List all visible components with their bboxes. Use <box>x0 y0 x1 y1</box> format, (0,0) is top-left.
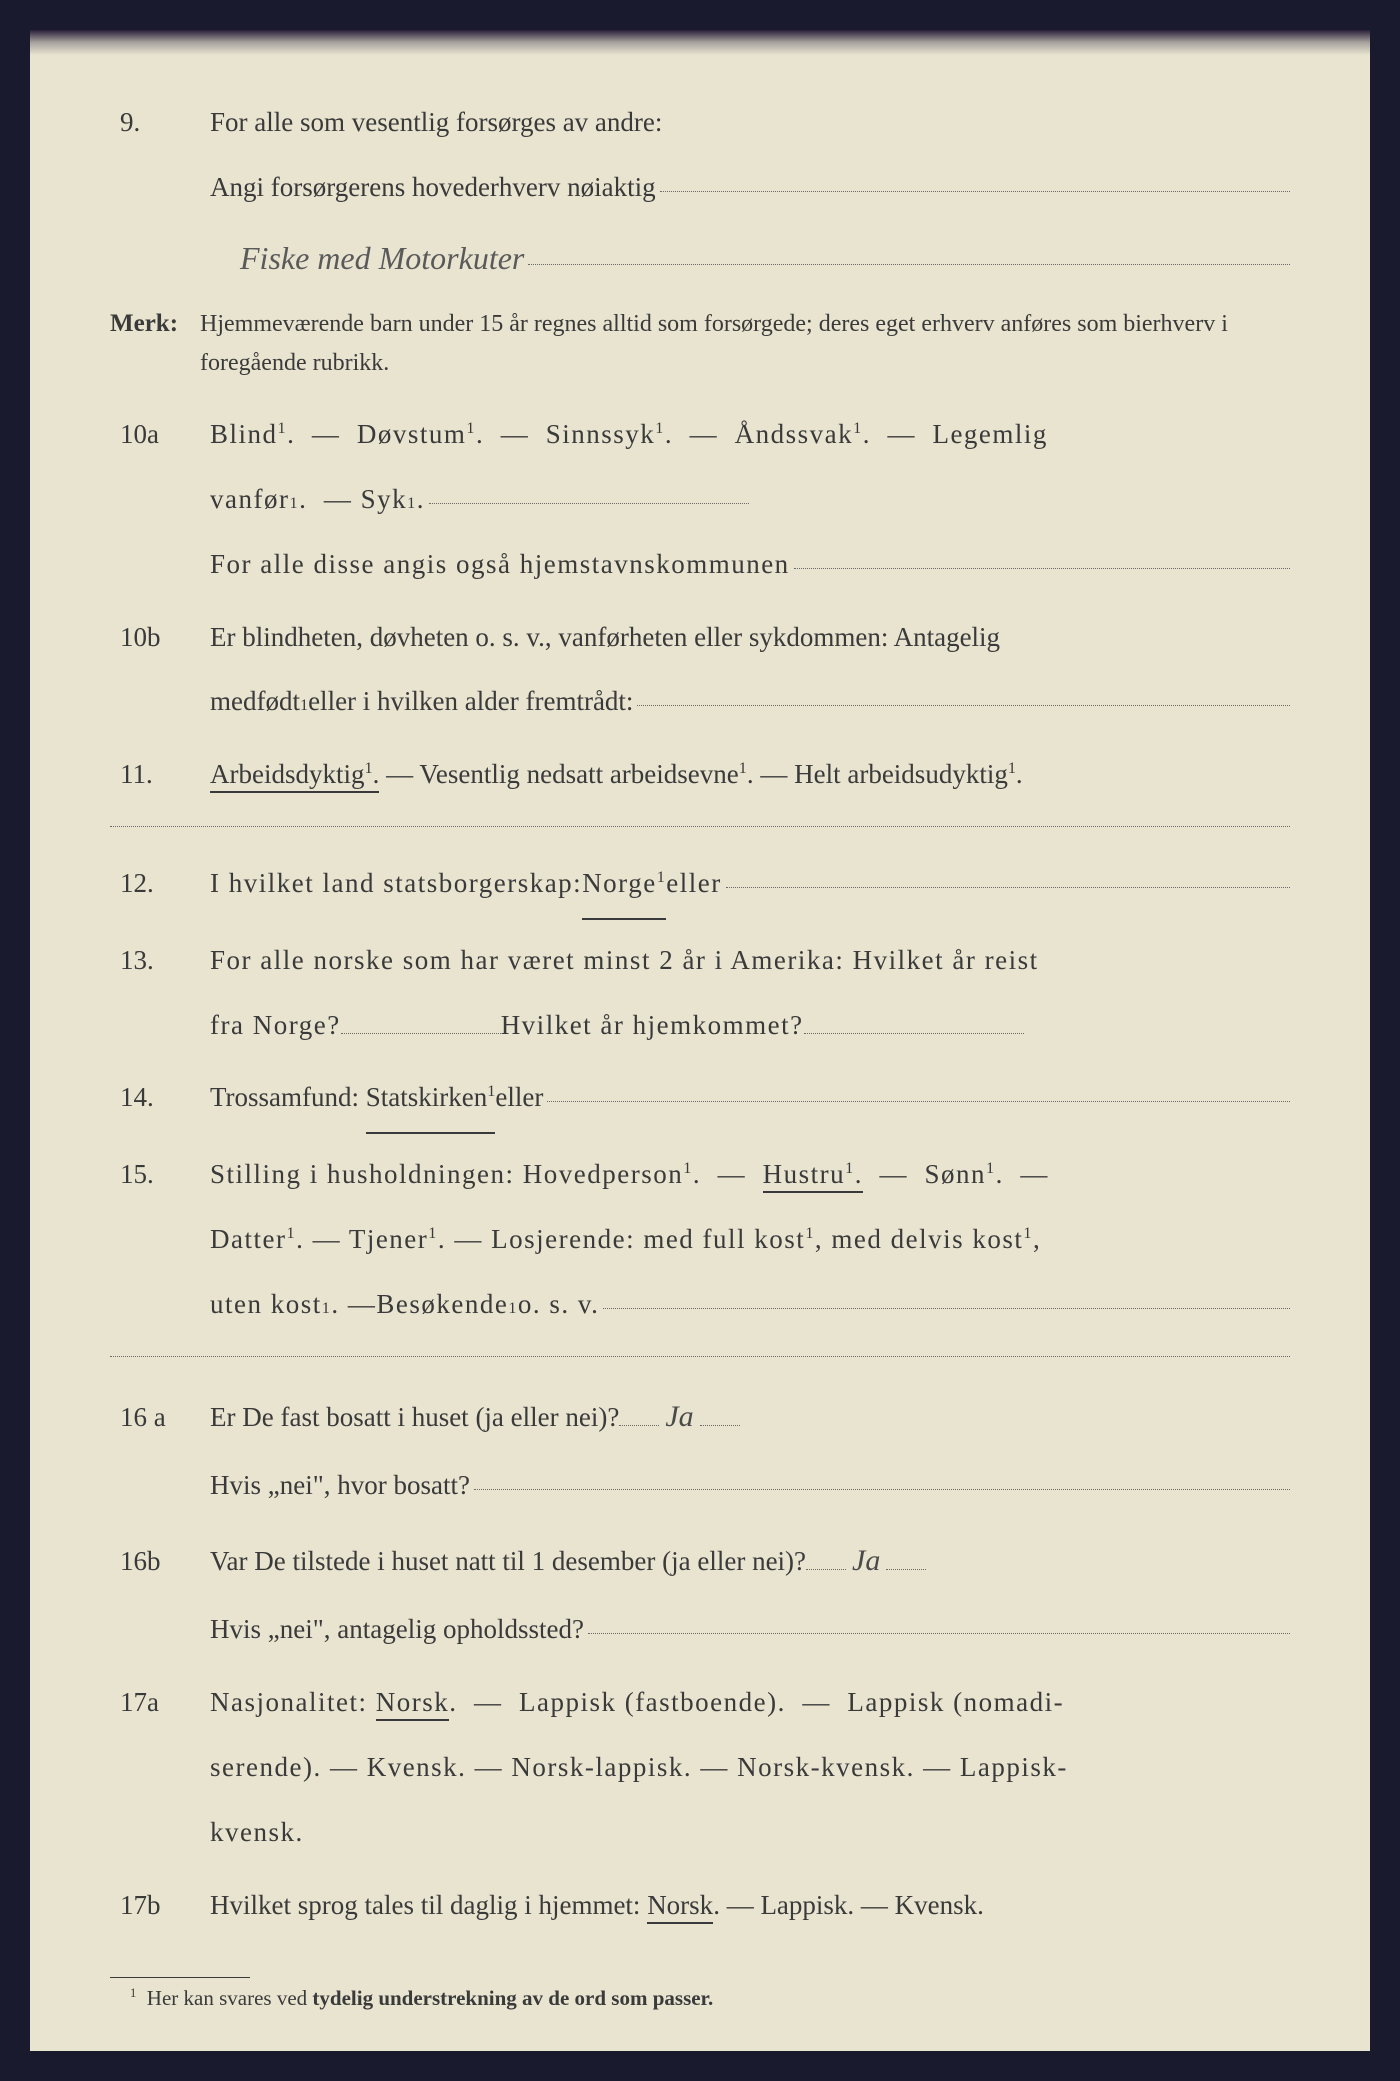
q16a-content: Er De fast bosatt i huset (ja eller nei)… <box>210 1381 1290 1518</box>
q17a-underlined: Norsk <box>376 1687 450 1721</box>
fill-line <box>637 705 1290 706</box>
fill-line <box>794 568 1290 569</box>
q14-underlined: Statskirken1 <box>366 1065 496 1134</box>
q16b-content: Var De tilstede i huset natt til 1 desem… <box>210 1525 1290 1662</box>
q10a-line1: Blind1. — Døvstum1. — Sinnssyk1. — Åndss… <box>210 402 1290 467</box>
q11: 11. Arbeidsdyktig1. — Vesentlig nedsatt … <box>110 742 1290 807</box>
q16b-num: 16b <box>110 1529 210 1594</box>
fill-line <box>474 1489 1290 1490</box>
q10b-content: Er blindheten, døvheten o. s. v., vanfør… <box>210 605 1290 735</box>
q15-line3: uten kost1. — Besøkende1 o. s. v. <box>210 1272 1290 1337</box>
q13-num: 13. <box>110 928 210 993</box>
q15-content: Stilling i husholdningen: Hovedperson1. … <box>210 1142 1290 1336</box>
q10b: 10b Er blindheten, døvheten o. s. v., va… <box>110 605 1290 735</box>
q10b-num: 10b <box>110 605 210 670</box>
q9-line2-text: Angi forsørgerens hovederhverv nøiaktig <box>210 155 656 220</box>
q12: 12. I hvilket land statsborgerskap: Norg… <box>110 851 1290 920</box>
q9-content: For alle som vesentlig forsørges av andr… <box>210 90 1290 296</box>
merk-label: Merk: <box>110 304 200 344</box>
fill-line <box>341 1006 501 1034</box>
q16b-line2: Hvis „nei", antagelig opholdssted? <box>210 1597 1290 1662</box>
q10b-line2: medfødt1 eller i hvilken alder fremtrådt… <box>210 669 1290 734</box>
q9-handwritten-line: Fiske med Motorkuter <box>210 220 1290 297</box>
q15-hustru: Hustru1. <box>763 1159 863 1193</box>
q17a-line3: kvensk. <box>210 1800 1290 1865</box>
q17a-content: Nasjonalitet: Norsk. — Lappisk (fastboen… <box>210 1670 1290 1864</box>
q16b: 16b Var De tilstede i huset natt til 1 d… <box>110 1525 1290 1662</box>
merk-row: Merk: Hjemmeværende barn under 15 år reg… <box>110 304 1290 382</box>
q13-line2: fra Norge? Hvilket år hjemkommet? <box>210 993 1290 1058</box>
footnote: 1 Her kan svares ved tydelig understrekn… <box>110 1986 1290 2011</box>
q11-num: 11. <box>110 742 210 807</box>
q10a-num: 10a <box>110 402 210 467</box>
fill-line <box>603 1308 1290 1309</box>
q17b: 17b Hvilket sprog tales til daglig i hje… <box>110 1873 1290 1938</box>
document-page: 9. For alle som vesentlig forsørges av a… <box>30 30 1370 2051</box>
q17b-underlined: Norsk <box>647 1890 713 1924</box>
q16b-line1: Var De tilstede i huset natt til 1 desem… <box>210 1525 1290 1597</box>
fill-line <box>726 887 1290 888</box>
q16a-line1: Er De fast bosatt i huset (ja eller nei)… <box>210 1381 1290 1453</box>
q15-line1: Stilling i husholdningen: Hovedperson1. … <box>210 1142 1290 1207</box>
q16a: 16 a Er De fast bosatt i huset (ja eller… <box>110 1381 1290 1518</box>
separator-line <box>110 825 1290 827</box>
fill-line <box>588 1633 1290 1634</box>
q9-handwritten: Fiske med Motorkuter <box>240 220 524 297</box>
q16b-answer: Ja <box>846 1525 886 1597</box>
q13: 13. For alle norske som har været minst … <box>110 928 1290 1058</box>
q14: 14. Trossamfund: Statskirken1 eller <box>110 1065 1290 1134</box>
q9-num: 9. <box>110 90 210 155</box>
q17a-line2: serende). — Kvensk. — Norsk-lappisk. — N… <box>210 1735 1290 1800</box>
fill-line <box>804 1006 1024 1034</box>
q15: 15. Stilling i husholdningen: Hovedperso… <box>110 1142 1290 1336</box>
q13-content: For alle norske som har været minst 2 år… <box>210 928 1290 1058</box>
q15-line2: Datter1. — Tjener1. — Losjerende: med fu… <box>210 1207 1290 1272</box>
merk-text: Hjemmeværende barn under 15 år regnes al… <box>200 305 1290 382</box>
q17b-content: Hvilket sprog tales til daglig i hjemmet… <box>210 1873 1290 1938</box>
q12-content: I hvilket land statsborgerskap: Norge1 e… <box>210 851 1290 920</box>
q11-content: Arbeidsdyktig1. — Vesentlig nedsatt arbe… <box>210 742 1290 807</box>
q12-underlined: Norge1 <box>582 851 666 920</box>
fill-line <box>528 264 1290 265</box>
q9-line2: Angi forsørgerens hovederhverv nøiaktig <box>210 155 1290 220</box>
q15-num: 15. <box>110 1142 210 1207</box>
footnote-rule <box>110 1977 250 1978</box>
fill-line <box>429 503 749 504</box>
fill-line <box>660 191 1290 192</box>
q11-opt1: Arbeidsdyktig1. <box>210 759 379 793</box>
q16a-line2: Hvis „nei", hvor bosatt? <box>210 1453 1290 1518</box>
q9-line1: For alle som vesentlig forsørges av andr… <box>210 90 1290 155</box>
q17a-line1: Nasjonalitet: Norsk. — Lappisk (fastboen… <box>210 1670 1290 1735</box>
q10a-content: Blind1. — Døvstum1. — Sinnssyk1. — Åndss… <box>210 402 1290 596</box>
q16a-num: 16 a <box>110 1385 210 1450</box>
q16a-answer: Ja <box>659 1381 699 1453</box>
q12-num: 12. <box>110 851 210 916</box>
q17a: 17a Nasjonalitet: Norsk. — Lappisk (fast… <box>110 1670 1290 1864</box>
q10a-line3: For alle disse angis også hjemstavnskomm… <box>210 532 1290 597</box>
fill-line <box>547 1101 1290 1102</box>
q14-content: Trossamfund: Statskirken1 eller <box>210 1065 1290 1134</box>
q14-num: 14. <box>110 1065 210 1130</box>
q17b-num: 17b <box>110 1873 210 1938</box>
q17a-num: 17a <box>110 1670 210 1735</box>
q10a-line2: vanfør1. — Syk1. <box>210 467 1290 532</box>
separator-line <box>110 1355 1290 1357</box>
q10a: 10a Blind1. — Døvstum1. — Sinnssyk1. — Å… <box>110 402 1290 596</box>
q10b-line1: Er blindheten, døvheten o. s. v., vanfør… <box>210 605 1290 670</box>
q9: 9. For alle som vesentlig forsørges av a… <box>110 90 1290 296</box>
q13-line1: For alle norske som har været minst 2 år… <box>210 928 1290 993</box>
